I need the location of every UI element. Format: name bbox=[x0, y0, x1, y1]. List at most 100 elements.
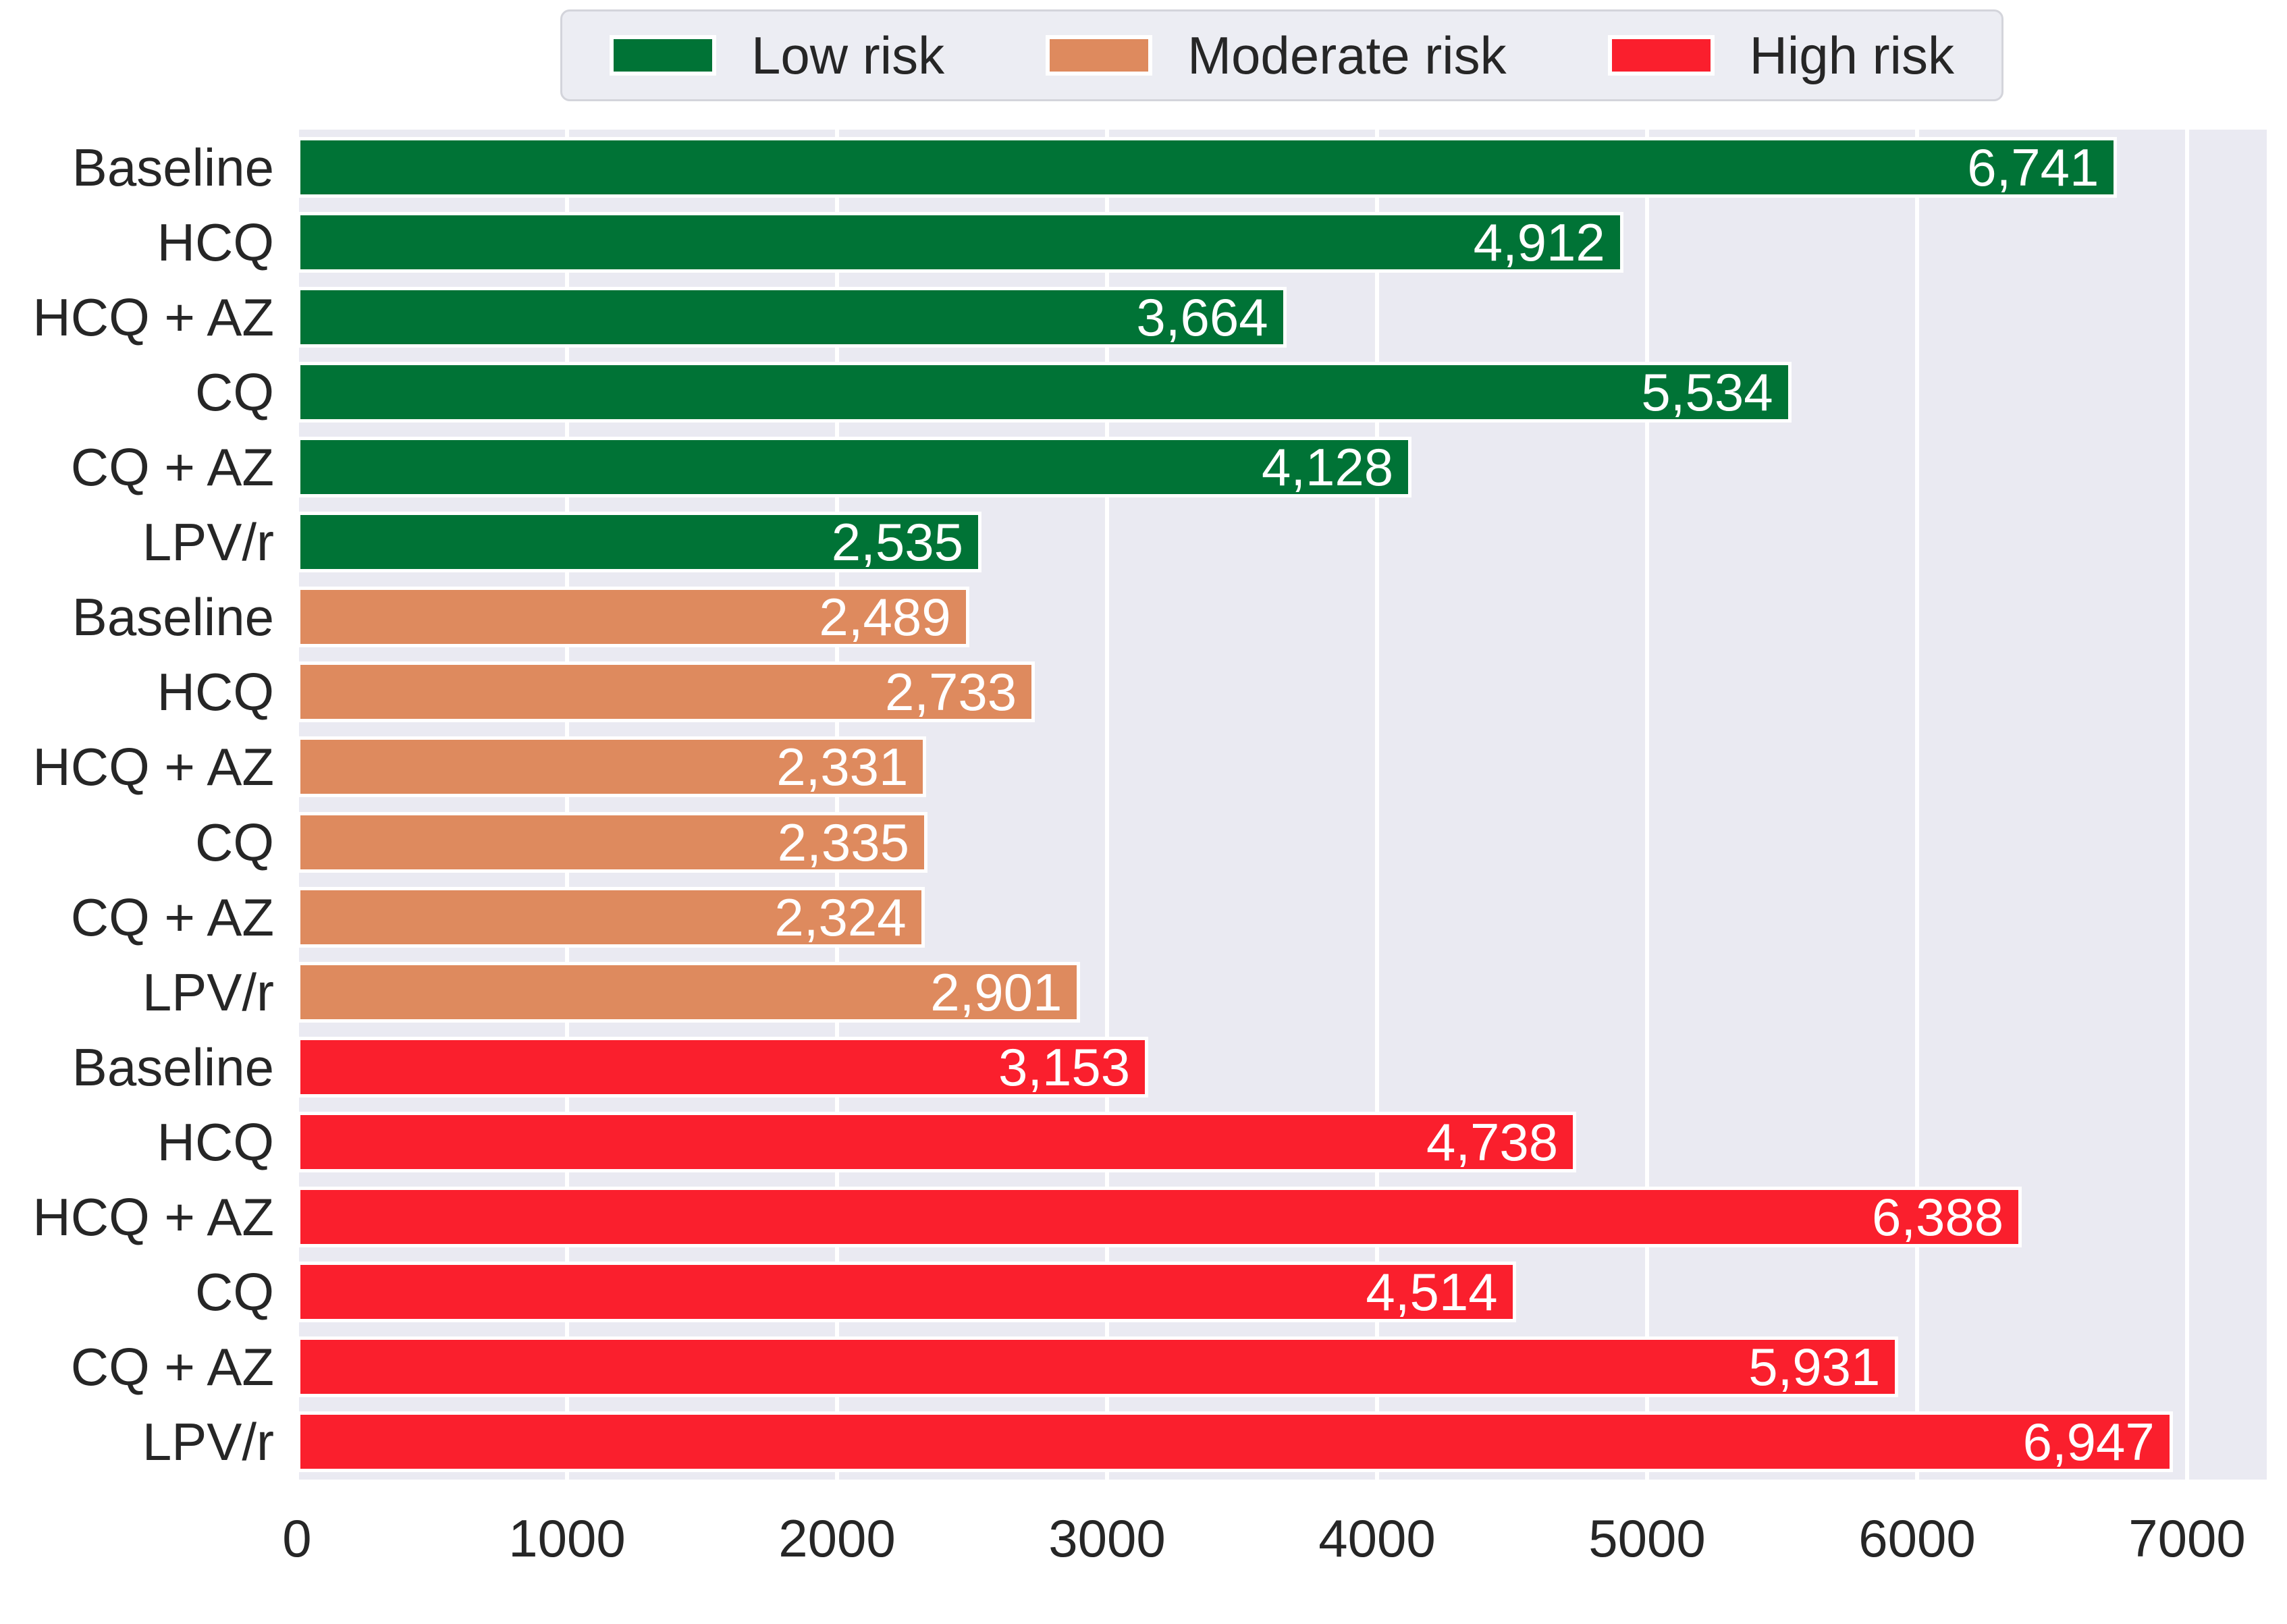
x-tick-label-4000: 4000 bbox=[1318, 1509, 1436, 1568]
gridline-4000 bbox=[1375, 130, 1379, 1480]
y-category-label: HCQ + AZ bbox=[32, 737, 274, 797]
bar-row-low-risk-baseline: Baseline 6,741 bbox=[0, 130, 2267, 205]
y-category-label: LPV/r bbox=[142, 512, 274, 572]
gridline-0 bbox=[295, 130, 299, 1480]
bar-low-risk-cq: 5,534 bbox=[297, 361, 1792, 423]
bar-high-risk-cq-az: 5,931 bbox=[297, 1336, 1899, 1398]
legend: Low risk Moderate risk High risk bbox=[297, 9, 2267, 101]
bar-value-label: 4,738 bbox=[1426, 1112, 1559, 1172]
bar-track: 4,128 bbox=[297, 429, 2267, 504]
bar-track: 6,947 bbox=[297, 1405, 2267, 1480]
bar-track: 4,514 bbox=[297, 1255, 2267, 1330]
plot-area bbox=[295, 130, 2267, 1480]
legend-item-low-risk: Low risk bbox=[610, 29, 944, 82]
bar-track: 2,489 bbox=[297, 580, 2267, 655]
x-axis: 0 1000 2000 3000 4000 5000 6000 7000 bbox=[0, 1512, 2287, 1586]
bar-track: 5,931 bbox=[297, 1330, 2267, 1405]
y-category-label: CQ + AZ bbox=[70, 437, 274, 497]
bar-value-label: 6,741 bbox=[1967, 137, 2099, 197]
bar-value-label: 4,128 bbox=[1261, 437, 1394, 497]
bar-row-low-risk-cq: CQ 5,534 bbox=[0, 354, 2267, 429]
bar-track: 2,335 bbox=[297, 805, 2267, 879]
bar-track: 4,912 bbox=[297, 205, 2267, 279]
bar-track: 5,534 bbox=[297, 354, 2267, 429]
gridline-1000 bbox=[565, 130, 569, 1480]
x-tick-label-5000: 5000 bbox=[1588, 1509, 1706, 1568]
y-category-label: Baseline bbox=[72, 587, 274, 647]
bar-row-high-risk-hcq: HCQ 4,738 bbox=[0, 1104, 2267, 1179]
bar-value-label: 2,489 bbox=[819, 587, 951, 647]
x-tick-label-7000: 7000 bbox=[2128, 1509, 2246, 1568]
bar-low-risk-hcq: 4,912 bbox=[297, 211, 1623, 273]
x-tick-label-2000: 2000 bbox=[778, 1509, 896, 1568]
y-category-label: Baseline bbox=[72, 137, 274, 197]
bar-low-risk-cq-az: 4,128 bbox=[297, 436, 1412, 497]
bar-row-low-risk-hcq-az: HCQ + AZ 3,664 bbox=[0, 279, 2267, 354]
bar-row-low-risk-lpv-r: LPV/r 2,535 bbox=[0, 505, 2267, 580]
legend-item-moderate-risk: Moderate risk bbox=[1046, 29, 1507, 82]
y-category-label: Baseline bbox=[72, 1037, 274, 1097]
bar-row-moderate-risk-hcq: HCQ 2,733 bbox=[0, 655, 2267, 730]
bar-row-low-risk-hcq: HCQ 4,912 bbox=[0, 205, 2267, 279]
bar-value-label: 2,331 bbox=[776, 737, 909, 797]
bar-track: 3,153 bbox=[297, 1029, 2267, 1104]
bar-row-moderate-risk-hcq-az: HCQ + AZ 2,331 bbox=[0, 730, 2267, 805]
bar-value-label: 6,388 bbox=[1871, 1187, 2004, 1247]
legend-item-high-risk: High risk bbox=[1607, 29, 1954, 82]
bar-rows: Baseline 6,741 HCQ 4,912 HCQ + AZ 3,664 CQ 5,53… bbox=[0, 130, 2267, 1480]
gridline-6000 bbox=[1915, 130, 1919, 1480]
bar-moderate-risk-hcq-az: 2,331 bbox=[297, 736, 927, 798]
bar-moderate-risk-cq-az: 2,324 bbox=[297, 886, 925, 948]
legend-label-moderate-risk: Moderate risk bbox=[1187, 26, 1507, 85]
bar-high-risk-hcq-az: 6,388 bbox=[297, 1187, 2022, 1248]
bar-high-risk-hcq: 4,738 bbox=[297, 1111, 1577, 1172]
gridline-3000 bbox=[1105, 130, 1109, 1480]
bar-track: 6,741 bbox=[297, 130, 2267, 205]
bar-value-label: 3,664 bbox=[1136, 287, 1268, 347]
y-category-label: CQ bbox=[195, 362, 274, 422]
bar-value-label: 6,947 bbox=[2022, 1412, 2155, 1472]
bar-moderate-risk-lpv-r: 2,901 bbox=[297, 961, 1081, 1023]
bar-high-risk-cq: 4,514 bbox=[297, 1262, 1516, 1323]
bar-value-label: 2,535 bbox=[831, 512, 963, 572]
y-category-label: HCQ bbox=[157, 1112, 274, 1172]
bar-track: 2,901 bbox=[297, 954, 2267, 1029]
bar-track: 4,738 bbox=[297, 1104, 2267, 1179]
bar-value-label: 3,153 bbox=[998, 1037, 1131, 1097]
y-category-label: CQ bbox=[195, 812, 274, 872]
bar-row-high-risk-cq-az: CQ + AZ 5,931 bbox=[0, 1330, 2267, 1405]
y-category-label: HCQ bbox=[157, 212, 274, 272]
bar-track: 2,733 bbox=[297, 655, 2267, 730]
gridline-7000 bbox=[2185, 130, 2189, 1480]
bar-track: 3,664 bbox=[297, 279, 2267, 354]
bar-high-risk-lpv-r: 6,947 bbox=[297, 1411, 2173, 1473]
legend-swatch-moderate-risk bbox=[1046, 35, 1153, 76]
bar-track: 2,324 bbox=[297, 879, 2267, 954]
bar-row-moderate-risk-baseline: Baseline 2,489 bbox=[0, 580, 2267, 655]
gridline-5000 bbox=[1644, 130, 1649, 1480]
bar-row-moderate-risk-cq-az: CQ + AZ 2,324 bbox=[0, 879, 2267, 954]
bar-moderate-risk-baseline: 2,489 bbox=[297, 587, 969, 648]
legend-box: Low risk Moderate risk High risk bbox=[560, 9, 2003, 101]
gridline-2000 bbox=[835, 130, 839, 1480]
bar-value-label: 4,912 bbox=[1473, 212, 1605, 272]
bar-track: 6,388 bbox=[297, 1180, 2267, 1255]
bar-row-high-risk-lpv-r: LPV/r 6,947 bbox=[0, 1405, 2267, 1480]
bar-track: 2,535 bbox=[297, 505, 2267, 580]
legend-swatch-high-risk bbox=[1607, 35, 1715, 76]
bar-row-high-risk-baseline: Baseline 3,153 bbox=[0, 1029, 2267, 1104]
bar-low-risk-lpv-r: 2,535 bbox=[297, 512, 981, 573]
y-category-label: HCQ bbox=[157, 662, 274, 722]
bar-row-high-risk-hcq-az: HCQ + AZ 6,388 bbox=[0, 1180, 2267, 1255]
bar-value-label: 5,534 bbox=[1641, 362, 1773, 422]
y-category-label: LPV/r bbox=[142, 962, 274, 1022]
x-tick-label-1000: 1000 bbox=[508, 1509, 626, 1568]
bar-value-label: 5,931 bbox=[1748, 1337, 1881, 1397]
bar-value-label: 2,733 bbox=[884, 662, 1017, 722]
bar-high-risk-baseline: 3,153 bbox=[297, 1036, 1149, 1098]
bar-low-risk-hcq-az: 3,664 bbox=[297, 286, 1287, 348]
bar-value-label: 4,514 bbox=[1366, 1262, 1498, 1322]
legend-swatch-low-risk bbox=[610, 35, 716, 76]
y-category-label: CQ bbox=[195, 1262, 274, 1322]
